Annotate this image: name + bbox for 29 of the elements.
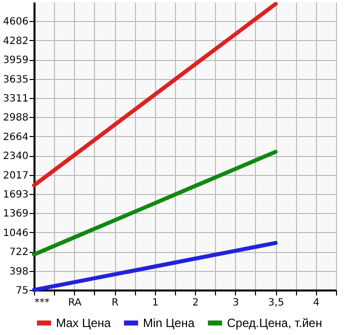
x-tick-label: 3,5	[268, 298, 284, 308]
y-tick-label: 3959	[3, 55, 28, 66]
x-tick-label: 3	[232, 298, 240, 308]
legend-label: Min Цена	[143, 316, 195, 330]
y-tick-label: 3635	[3, 74, 28, 86]
y-tick-label: 2340	[3, 151, 28, 162]
x-tick-label: 2	[192, 298, 199, 308]
x-tick-label: 1	[152, 298, 158, 308]
legend-label: Max Цена	[56, 316, 112, 330]
y-tick-label: 722	[9, 247, 28, 258]
line-series	[32, 150, 278, 257]
x-tick-label: ***	[34, 298, 50, 308]
y-tick-label: 2017	[3, 170, 28, 182]
y-tick-label: 398	[9, 266, 28, 278]
legend-label: Сред.Цена, т.йен	[227, 316, 322, 330]
x-tick-label: RA	[68, 298, 82, 308]
x-tick-label: 4	[313, 298, 320, 308]
line-series	[32, 240, 278, 292]
y-tick-label: 1046	[3, 228, 28, 239]
y-tick-label: 1693	[3, 190, 28, 201]
line-series	[32, 2, 278, 188]
y-tick-label: 2664	[3, 132, 28, 143]
x-tick-label: R	[112, 298, 119, 308]
y-tick-label: 75	[16, 286, 28, 296]
y-tick-label: 1369	[3, 208, 28, 220]
y-tick-label: 3311	[3, 94, 28, 105]
y-tick-label: 2988	[3, 112, 28, 124]
y-tick-label: 4606	[3, 16, 28, 28]
y-tick-label: 4282	[3, 36, 28, 47]
